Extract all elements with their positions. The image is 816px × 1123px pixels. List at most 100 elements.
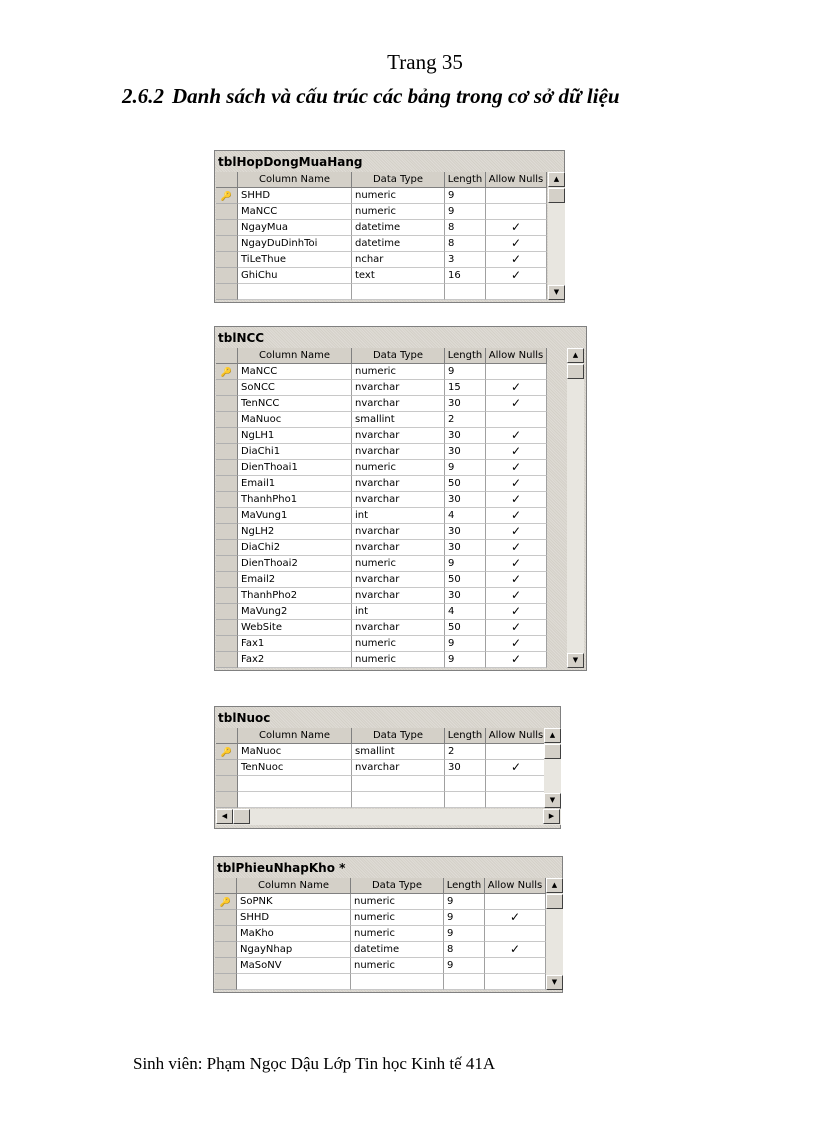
- column-name-cell[interactable]: Fax1: [238, 636, 352, 652]
- column-name-cell[interactable]: MaNCC: [238, 204, 352, 220]
- scroll-thumb[interactable]: [567, 364, 584, 379]
- length-cell[interactable]: 15: [445, 380, 486, 396]
- data-type-cell[interactable]: numeric: [351, 926, 444, 942]
- allow-nulls-cell[interactable]: ✓: [486, 508, 547, 524]
- vertical-scrollbar[interactable]: ▲ ▼: [546, 878, 563, 990]
- table-row[interactable]: TenNCC nvarchar 30 ✓: [216, 396, 547, 412]
- column-header[interactable]: Length: [445, 348, 486, 364]
- allow-nulls-cell[interactable]: [486, 284, 547, 300]
- row-selector[interactable]: [216, 444, 238, 460]
- data-type-cell[interactable]: numeric: [351, 958, 444, 974]
- data-type-cell[interactable]: numeric: [352, 188, 445, 204]
- column-name-cell[interactable]: MaNCC: [238, 364, 352, 380]
- row-selector[interactable]: [216, 380, 238, 396]
- length-cell[interactable]: 8: [444, 942, 485, 958]
- column-name-cell[interactable]: DiaChi1: [238, 444, 352, 460]
- table-row[interactable]: DienThoai2 numeric 9 ✓: [216, 556, 547, 572]
- column-header[interactable]: Allow Nulls: [486, 172, 547, 188]
- length-cell[interactable]: [445, 792, 486, 808]
- column-name-cell[interactable]: MaSoNV: [237, 958, 351, 974]
- column-name-cell[interactable]: WebSite: [238, 620, 352, 636]
- allow-nulls-cell[interactable]: [486, 776, 547, 792]
- scroll-thumb[interactable]: [544, 744, 561, 759]
- row-selector[interactable]: 🔑: [216, 744, 238, 760]
- length-cell[interactable]: 9: [444, 910, 485, 926]
- column-header[interactable]: Column Name: [237, 878, 351, 894]
- column-name-cell[interactable]: Fax2: [238, 652, 352, 668]
- data-type-cell[interactable]: numeric: [351, 910, 444, 926]
- table-row[interactable]: DienThoai1 numeric 9 ✓: [216, 460, 547, 476]
- row-selector[interactable]: [215, 942, 237, 958]
- row-selector[interactable]: [216, 236, 238, 252]
- allow-nulls-cell[interactable]: ✓: [486, 588, 547, 604]
- allow-nulls-cell[interactable]: ✓: [486, 396, 547, 412]
- column-name-cell[interactable]: NgayNhap: [237, 942, 351, 958]
- allow-nulls-cell[interactable]: ✓: [486, 636, 547, 652]
- table-row[interactable]: MaSoNV numeric 9: [215, 958, 546, 974]
- table-row[interactable]: 🔑 MaNCC numeric 9: [216, 364, 547, 380]
- column-name-cell[interactable]: DiaChi2: [238, 540, 352, 556]
- allow-nulls-cell[interactable]: [485, 894, 546, 910]
- column-header[interactable]: Allow Nulls: [486, 348, 547, 364]
- data-type-cell[interactable]: int: [352, 508, 445, 524]
- table-row[interactable]: MaVung1 int 4 ✓: [216, 508, 547, 524]
- vertical-scrollbar[interactable]: ▲ ▼: [548, 172, 565, 300]
- column-header[interactable]: Length: [445, 728, 486, 744]
- data-type-cell[interactable]: [352, 776, 445, 792]
- row-selector[interactable]: [216, 572, 238, 588]
- column-name-cell[interactable]: [238, 776, 352, 792]
- length-cell[interactable]: 2: [445, 412, 486, 428]
- table-row[interactable]: NgLH1 nvarchar 30 ✓: [216, 428, 547, 444]
- row-selector[interactable]: [216, 652, 238, 668]
- table-row[interactable]: [215, 974, 546, 990]
- allow-nulls-cell[interactable]: ✓: [486, 604, 547, 620]
- table-row[interactable]: NgLH2 nvarchar 30 ✓: [216, 524, 547, 540]
- table-row[interactable]: GhiChu text 16 ✓: [216, 268, 547, 284]
- allow-nulls-cell[interactable]: ✓: [486, 652, 547, 668]
- allow-nulls-cell[interactable]: ✓: [486, 476, 547, 492]
- row-selector[interactable]: [216, 492, 238, 508]
- allow-nulls-cell[interactable]: [486, 412, 547, 428]
- length-cell[interactable]: 50: [445, 620, 486, 636]
- length-cell[interactable]: 2: [445, 744, 486, 760]
- data-type-cell[interactable]: nvarchar: [352, 492, 445, 508]
- length-cell[interactable]: 30: [445, 444, 486, 460]
- allow-nulls-cell[interactable]: [486, 744, 547, 760]
- row-selector[interactable]: [215, 958, 237, 974]
- data-type-cell[interactable]: numeric: [352, 556, 445, 572]
- column-name-cell[interactable]: ThanhPho2: [238, 588, 352, 604]
- allow-nulls-cell[interactable]: ✓: [486, 268, 547, 284]
- table-row[interactable]: 🔑 SoPNK numeric 9: [215, 894, 546, 910]
- column-name-cell[interactable]: SHHD: [237, 910, 351, 926]
- data-type-cell[interactable]: numeric: [351, 894, 444, 910]
- table-row[interactable]: MaNuoc smallint 2: [216, 412, 547, 428]
- scroll-up-button[interactable]: ▲: [546, 878, 563, 893]
- length-cell[interactable]: 30: [445, 524, 486, 540]
- scroll-right-button[interactable]: ▶: [543, 809, 560, 824]
- allow-nulls-cell[interactable]: ✓: [486, 524, 547, 540]
- column-name-cell[interactable]: Email2: [238, 572, 352, 588]
- allow-nulls-cell[interactable]: ✓: [486, 428, 547, 444]
- column-name-cell[interactable]: SoNCC: [238, 380, 352, 396]
- column-name-cell[interactable]: DienThoai1: [238, 460, 352, 476]
- scroll-up-button[interactable]: ▲: [544, 728, 561, 743]
- data-type-cell[interactable]: datetime: [352, 236, 445, 252]
- length-cell[interactable]: [445, 776, 486, 792]
- scroll-down-button[interactable]: ▼: [544, 793, 561, 808]
- row-selector[interactable]: [216, 268, 238, 284]
- table-row[interactable]: 🔑 SHHD numeric 9: [216, 188, 547, 204]
- table-row[interactable]: NgayMua datetime 8 ✓: [216, 220, 547, 236]
- data-type-cell[interactable]: nvarchar: [352, 572, 445, 588]
- column-name-cell[interactable]: DienThoai2: [238, 556, 352, 572]
- row-selector[interactable]: [216, 760, 238, 776]
- column-name-cell[interactable]: NgLH1: [238, 428, 352, 444]
- row-selector[interactable]: [216, 508, 238, 524]
- table-row[interactable]: TenNuoc nvarchar 30 ✓: [216, 760, 547, 776]
- column-name-cell[interactable]: ThanhPho1: [238, 492, 352, 508]
- table-row[interactable]: DiaChi1 nvarchar 30 ✓: [216, 444, 547, 460]
- allow-nulls-cell[interactable]: ✓: [486, 444, 547, 460]
- table-row[interactable]: ThanhPho2 nvarchar 30 ✓: [216, 588, 547, 604]
- row-selector[interactable]: [216, 604, 238, 620]
- data-type-cell[interactable]: nvarchar: [352, 588, 445, 604]
- allow-nulls-cell[interactable]: ✓: [486, 236, 547, 252]
